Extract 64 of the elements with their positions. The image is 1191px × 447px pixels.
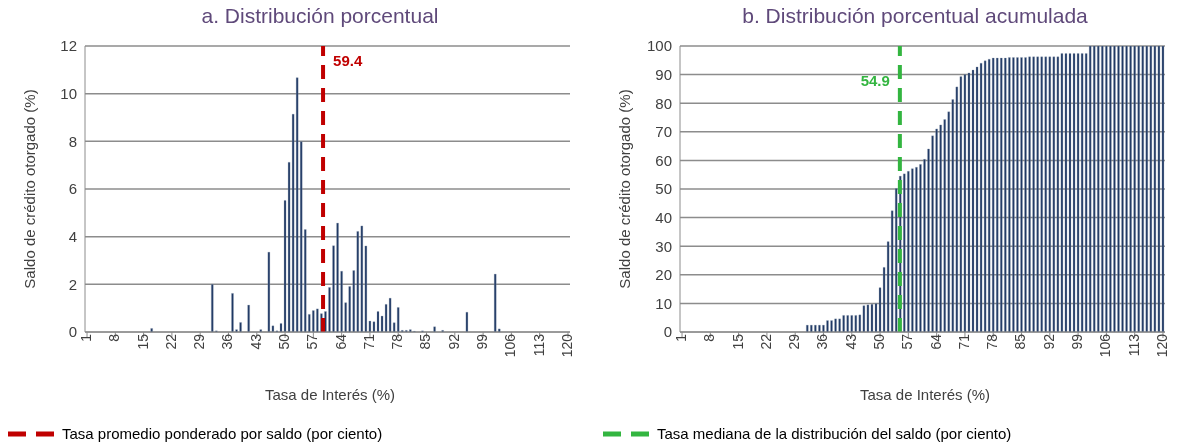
x-tick-label: 22: [757, 333, 774, 350]
y-axis-title: Saldo de crédito otorgado (%): [21, 89, 39, 289]
x-tick-label: 71: [955, 333, 972, 350]
x-axis-title: Tasa de Interés (%): [263, 386, 397, 403]
y-tick-label: 10: [60, 84, 77, 102]
x-tick-label: 22: [162, 333, 179, 350]
x-tick-label: 43: [842, 333, 859, 350]
y-tick-label: 100: [646, 37, 672, 55]
x-tick-label: 78: [389, 333, 406, 350]
x-tick-label: 1: [672, 333, 689, 342]
legend-label: Tasa promedio ponderado por saldo (por ciento): [62, 425, 383, 442]
y-tick-label: 12: [60, 37, 77, 55]
chart-title: b. Distribución porcentual acumulada: [741, 4, 1089, 28]
y-tick-label: 8: [68, 132, 77, 150]
x-tick-label: 99: [474, 333, 491, 350]
x-tick-label: 85: [1012, 333, 1029, 350]
x-tick-label: 36: [814, 333, 831, 350]
y-tick-label: 10: [655, 294, 672, 312]
y-tick-label: 0: [663, 323, 672, 341]
y-tick-label: 60: [655, 151, 672, 169]
x-tick-label: 15: [729, 333, 746, 350]
x-tick-label: 64: [332, 333, 349, 350]
x-tick-label: 106: [502, 333, 519, 358]
y-tick-label: 4: [68, 227, 77, 245]
x-tick-label: 71: [360, 333, 377, 350]
x-tick-label: 8: [106, 333, 123, 342]
x-tick-label: 120: [558, 333, 575, 358]
annotation: 59.4: [333, 51, 363, 69]
x-tick-label: 64: [927, 333, 944, 350]
x-tick-label: 113: [1125, 333, 1142, 357]
x-tick-label: 85: [417, 333, 434, 350]
x-tick-label: 8: [701, 333, 718, 342]
x-tick-label: 113: [530, 333, 547, 357]
y-tick-label: 40: [655, 208, 672, 226]
y-tick-label: 30: [655, 237, 672, 255]
x-tick-label: 15: [134, 333, 151, 350]
x-tick-label: 57: [304, 333, 321, 350]
y-tick-label: 50: [655, 180, 672, 198]
annotation: 54.9: [860, 71, 890, 89]
x-tick-label: 36: [219, 333, 236, 350]
x-tick-label: 1: [77, 333, 94, 342]
y-tick-label: 2: [68, 275, 77, 293]
x-tick-label: 29: [786, 333, 803, 350]
legend-label: Tasa mediana de la distribución del saldo (por ciento): [657, 425, 1012, 442]
x-tick-label: 43: [247, 333, 264, 350]
y-tick-label: 80: [655, 94, 672, 112]
x-axis-title: Tasa de Interés (%): [858, 386, 992, 403]
chart-title: a. Distribución porcentual: [200, 4, 440, 28]
x-tick-label: 29: [191, 333, 208, 350]
x-tick-label: 106: [1097, 333, 1114, 358]
x-tick-label: 50: [871, 333, 887, 350]
x-tick-label: 99: [1069, 333, 1086, 350]
y-tick-label: 6: [68, 180, 77, 198]
x-tick-label: 78: [984, 333, 1001, 350]
x-tick-label: 50: [276, 333, 292, 350]
y-axis-title: Saldo de crédito otorgado (%): [616, 89, 634, 289]
x-tick-label: 92: [445, 333, 462, 350]
y-tick-label: 0: [68, 323, 77, 341]
y-tick-label: 20: [655, 266, 672, 284]
y-tick-label: 70: [655, 123, 672, 141]
x-tick-label: 92: [1040, 333, 1057, 350]
y-tick-label: 90: [655, 65, 672, 83]
x-tick-label: 57: [899, 333, 916, 350]
x-tick-label: 120: [1153, 333, 1170, 358]
